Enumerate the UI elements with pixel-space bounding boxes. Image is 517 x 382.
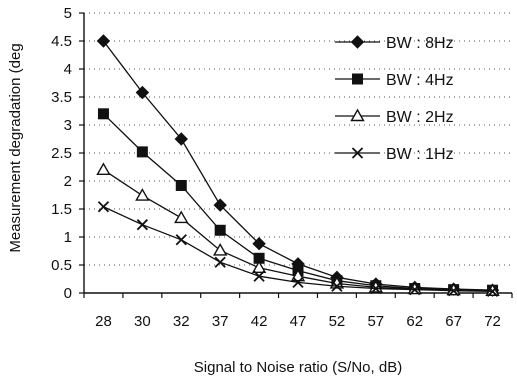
data-point: [96, 34, 111, 48]
x-marker-stroke: [447, 285, 460, 297]
series-x: [97, 201, 499, 297]
data-point: [407, 281, 422, 295]
legend-label: BW : 1Hz: [386, 146, 454, 163]
data-point: [96, 162, 111, 176]
legend-label: BW : 8Hz: [386, 35, 454, 52]
series-square: [97, 108, 499, 296]
data-point: [97, 108, 109, 120]
y-tick-label: 3.5: [51, 89, 72, 106]
x-tick-label: 72: [484, 313, 501, 330]
y-tick-label: 4: [64, 61, 72, 78]
x-marker-stroke: [370, 282, 382, 295]
data-point: [446, 282, 461, 296]
legend-marker: [352, 73, 363, 85]
data-point: [292, 276, 304, 288]
legend-entry: BW : 8Hz: [335, 35, 454, 52]
x-marker-stroke: [292, 276, 304, 288]
data-point: [136, 146, 148, 158]
y-tick-label: 4.5: [51, 33, 72, 50]
data-point: [331, 280, 343, 292]
data-point: [253, 252, 265, 264]
data-point: [214, 224, 226, 236]
data-point: [370, 282, 382, 295]
x-tick-label: 30: [134, 313, 151, 330]
x-axis-title: Signal to Noise ratio (S/No, dB): [194, 359, 402, 376]
y-tick-label: 5: [64, 5, 72, 22]
x-tick-label: 37: [212, 313, 229, 330]
x-marker-stroke: [253, 270, 265, 282]
y-tick-label: 2: [64, 173, 72, 190]
y-tick-label: 2.5: [51, 145, 72, 162]
data-point: [212, 243, 228, 256]
series-triangle-open: [96, 162, 500, 296]
tick-labels: 0 0.5 1 1.5 2 2.5 3 3.5 4 4.5 5 28 30 32 37 42 47 52 57 62 6…: [51, 5, 501, 330]
x-marker-stroke: [136, 219, 149, 231]
legend-entry: BW : 1Hz: [335, 146, 454, 163]
y-tick-label: 0.5: [51, 257, 72, 274]
x-tick-label: 57: [367, 313, 384, 330]
legend-marker: [350, 108, 365, 122]
data-point: [409, 284, 421, 296]
x-tick-label: 67: [445, 313, 462, 330]
x-marker-stroke: [175, 234, 187, 246]
data-point: [253, 270, 265, 282]
data-point: [97, 201, 110, 213]
x-marker-stroke: [351, 147, 364, 159]
data-point: [213, 198, 227, 212]
data-point: [252, 237, 266, 251]
y-tick-label: 0: [64, 285, 72, 302]
legend-label: BW : 2Hz: [386, 109, 454, 126]
data-point: [135, 188, 150, 201]
legend-entry: BW : 2Hz: [335, 108, 454, 126]
data-point: [136, 219, 149, 231]
data-point: [290, 268, 306, 282]
legend-entry: BW : 4Hz: [335, 72, 454, 89]
x-tick-label: 42: [251, 313, 268, 330]
data-point: [175, 179, 187, 191]
data-point: [486, 285, 499, 297]
data-point: [135, 85, 150, 100]
x-tick-label: 32: [173, 313, 190, 330]
data-point: [175, 234, 187, 246]
x-marker-stroke: [97, 201, 110, 213]
data-point: [447, 285, 460, 297]
x-tick-label: 28: [95, 313, 112, 330]
x-marker-stroke: [486, 285, 499, 297]
legend: BW : 8Hz BW : 4Hz BW : 2Hz BW : 1Hz: [335, 35, 454, 163]
y-axis-title: Measurement degradation (deg: [7, 43, 24, 252]
y-tick-label: 3: [64, 117, 72, 134]
data-point: [174, 132, 188, 146]
legend-marker: [351, 147, 364, 159]
data-point: [214, 256, 226, 268]
x-marker-stroke: [214, 256, 226, 268]
series-group: [96, 34, 500, 297]
legend-marker: [350, 35, 365, 49]
legend-label: BW : 4Hz: [386, 72, 454, 89]
data-point: [251, 260, 267, 273]
data-point: [485, 283, 500, 296]
x-marker-stroke: [409, 284, 421, 296]
data-point: [174, 210, 189, 224]
x-tick-label: 47: [290, 313, 307, 330]
y-tick-label: 1: [64, 229, 72, 246]
x-marker-stroke: [331, 280, 343, 292]
y-tick-label: 1.5: [51, 201, 72, 218]
x-tick-label: 62: [406, 313, 423, 330]
x-tick-label: 52: [329, 313, 346, 330]
axes: [79, 12, 513, 298]
